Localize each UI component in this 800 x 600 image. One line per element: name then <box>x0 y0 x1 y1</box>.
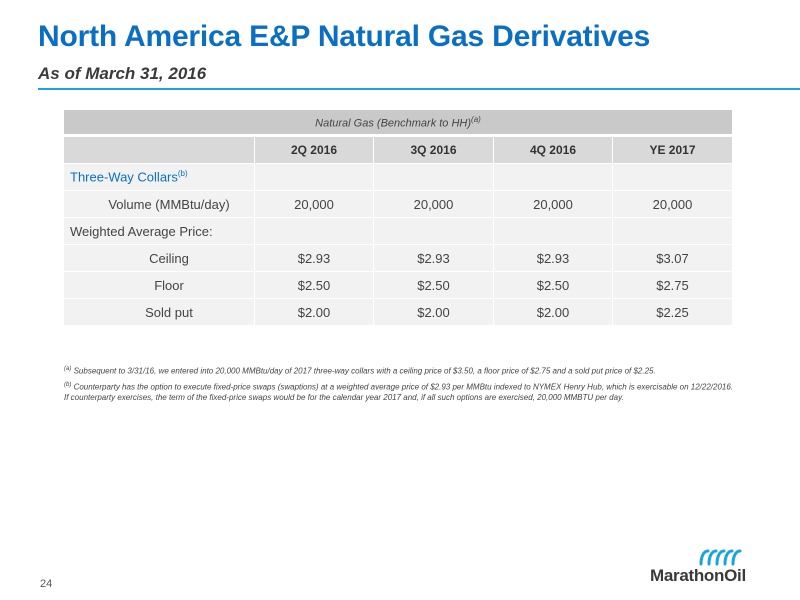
table-row: Weighted Average Price: <box>64 218 732 245</box>
table-cell: $2.50 <box>254 272 373 299</box>
table-cell <box>612 218 732 245</box>
table-cell: $2.00 <box>493 299 612 326</box>
page-title: North America E&P Natural Gas Derivative… <box>38 20 651 53</box>
logo-wordmark: MarathonOil <box>650 566 746 585</box>
section-footnote-mark: (b) <box>177 169 188 179</box>
table-cell <box>254 218 373 245</box>
footnote-text: Subsequent to 3/31/16, we entered into 2… <box>73 366 656 376</box>
page-subtitle: As of March 31, 2016 <box>38 64 207 83</box>
table-row-section: Three-Way Collars(b) <box>64 164 732 191</box>
table-cell: $2.75 <box>612 272 732 299</box>
page-number: 24 <box>40 578 53 590</box>
table-row: Floor $2.50 $2.50 $2.50 $2.75 <box>64 272 732 299</box>
row-label: Volume (MMBtu/day) <box>64 191 254 218</box>
table-cell: $2.25 <box>612 299 732 326</box>
table-cell: 20,000 <box>612 191 732 218</box>
group-header-label: Natural Gas (Benchmark to HH) <box>315 117 472 130</box>
table-cell: 20,000 <box>373 191 493 218</box>
table-cell: $2.93 <box>493 245 612 272</box>
section-label: Three-Way Collars <box>70 169 178 185</box>
table-cell: $2.93 <box>373 245 493 272</box>
column-header: 2Q 2016 <box>254 137 373 164</box>
table-cell: $2.00 <box>254 299 373 326</box>
row-label: Weighted Average Price: <box>64 218 254 245</box>
table-cell: $2.50 <box>493 272 612 299</box>
column-header-blank <box>64 137 254 164</box>
table-cell <box>373 218 493 245</box>
table-cell: $3.07 <box>612 245 732 272</box>
footnote-mark: (b) <box>64 381 72 388</box>
column-header: 4Q 2016 <box>493 137 612 164</box>
column-header: YE 2017 <box>612 137 732 164</box>
row-label: Sold put <box>64 299 254 326</box>
table-row: Ceiling $2.93 $2.93 $2.93 $3.07 <box>64 245 732 272</box>
footnote-mark: (a) <box>64 366 72 372</box>
row-label: Floor <box>64 272 254 299</box>
group-header-footnote-mark: (a) <box>471 114 481 124</box>
footnote-text: Counterparty has the option to execute f… <box>64 382 734 403</box>
table-cell <box>493 218 612 245</box>
table-cell: 20,000 <box>493 191 612 218</box>
title-divider <box>38 88 800 90</box>
table-row: Volume (MMBtu/day) 20,000 20,000 20,000 … <box>64 191 732 218</box>
derivatives-table: Natural Gas (Benchmark to HH)(a) 2Q 2016… <box>64 110 732 326</box>
table-cell: 20,000 <box>254 191 373 218</box>
table-cell: $2.50 <box>373 272 493 299</box>
footnote-a: (a) Subsequent to 3/31/16, we entered in… <box>64 364 734 377</box>
table-row: Sold put $2.00 $2.00 $2.00 $2.25 <box>64 299 732 326</box>
wave-bars-icon <box>699 549 742 566</box>
table-cell: $2.93 <box>254 245 373 272</box>
table-group-header: Natural Gas (Benchmark to HH)(a) <box>64 110 732 137</box>
row-label: Ceiling <box>64 245 254 272</box>
marathon-oil-logo: MarathonOil <box>650 548 768 588</box>
column-header: 3Q 2016 <box>373 137 493 164</box>
footnotes: (a) Subsequent to 3/31/16, we entered in… <box>64 364 734 406</box>
footnote-b: (b) Counterparty has the option to execu… <box>64 380 734 404</box>
table-cell: $2.00 <box>373 299 493 326</box>
table-column-headers: 2Q 2016 3Q 2016 4Q 2016 YE 2017 <box>64 137 732 164</box>
